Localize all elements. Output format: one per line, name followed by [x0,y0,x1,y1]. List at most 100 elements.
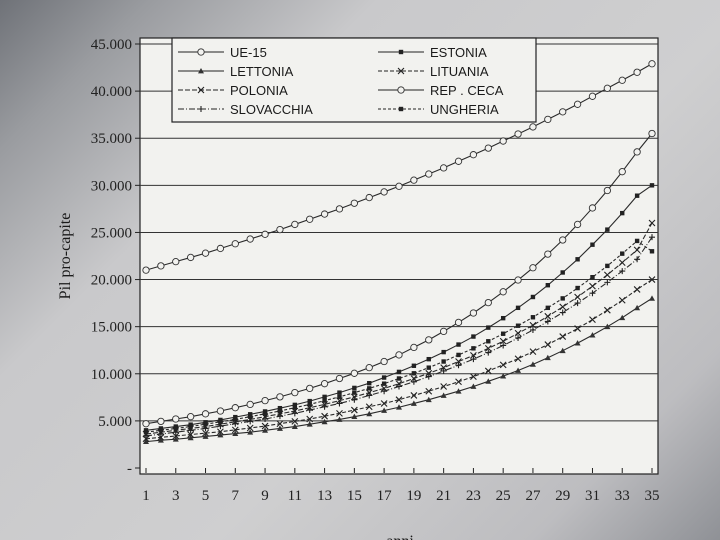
data-point [321,412,328,420]
data-point [515,305,521,311]
data-point [187,431,195,438]
data-point [351,413,358,420]
legend-label: SLOVACCHIA [230,102,313,117]
data-point [529,264,537,272]
data-point [337,394,342,400]
data-point [336,400,343,407]
data-point [291,423,298,429]
data-point [634,256,641,263]
data-point [649,234,655,241]
data-point [648,219,656,227]
y-tick-label: 10.000 [91,367,132,383]
x-tick-label: 3 [172,488,180,504]
data-point [484,344,492,352]
data-point [395,396,403,404]
series-1 [143,183,655,433]
data-point [336,416,343,422]
data-point [588,92,597,100]
data-point [261,396,269,405]
data-point [336,409,343,417]
data-point [262,409,268,414]
x-tick-label: 19 [406,488,421,504]
y-tick-label: 20.000 [91,273,132,289]
x-tick-label: 25 [496,488,511,504]
x-tick-label: 35 [645,488,660,504]
data-point [291,417,299,425]
data-point [590,242,595,247]
legend-marker [197,86,205,94]
data-point [247,412,253,417]
data-point [410,176,418,184]
y-tick-label: - [127,461,132,477]
data-point [172,415,180,423]
x-tick-label: 9 [261,488,269,504]
data-point [499,361,507,369]
data-point [277,408,283,414]
data-point [367,381,372,386]
data-point [633,148,641,156]
data-point [410,375,418,382]
series-line [145,222,653,435]
data-point [276,393,284,401]
data-point [262,411,268,417]
x-axis-label: anni [386,533,414,540]
data-point [261,230,269,238]
data-point [410,378,417,385]
y-axis-ticks: - 5.000 10.000 15.000 20.000 25.000 30.000 35.0… [91,37,140,477]
data-point [456,342,461,347]
data-point [381,388,388,395]
data-point [574,300,581,307]
data-point [485,349,492,356]
data-point [142,420,150,428]
data-point [588,204,597,212]
data-point [291,410,298,417]
data-point [590,275,595,280]
data-point [530,294,536,300]
data-point [469,309,478,317]
data-point [201,249,210,257]
data-point [441,359,446,364]
data-point [350,406,358,414]
data-point [231,426,239,434]
data-point [291,220,299,229]
data-point [306,407,313,414]
data-point [618,259,626,266]
data-point [411,363,417,368]
data-point [202,429,209,437]
data-point [633,286,641,293]
data-point [291,388,299,397]
data-point [202,433,209,439]
data-point [322,398,327,403]
data-point [262,416,269,423]
data-point [425,170,433,178]
data-point [425,396,432,403]
data-point [425,373,432,380]
data-point [604,279,611,286]
data-point [514,130,522,138]
y-tick-label: 5.000 [98,414,132,430]
data-point [649,183,655,188]
data-point [499,137,507,145]
data-point [559,309,566,316]
data-point [395,351,403,359]
data-point [470,373,477,380]
series-line [145,279,653,440]
data-point [218,419,223,425]
data-point [335,374,344,383]
data-point [276,420,284,428]
y-tick-label: 15.000 [91,320,132,336]
data-point [365,403,373,411]
data-point [396,376,402,381]
data-point [545,305,551,311]
data-point [620,251,625,256]
data-point [559,333,567,340]
x-tick-label: 21 [436,488,451,504]
data-point [321,418,328,425]
data-point [380,400,388,407]
data-point [350,199,359,207]
data-point [485,378,492,384]
data-point [439,327,448,336]
data-point [559,303,567,311]
data-point [559,347,566,354]
x-tick-label: 23 [466,488,481,504]
